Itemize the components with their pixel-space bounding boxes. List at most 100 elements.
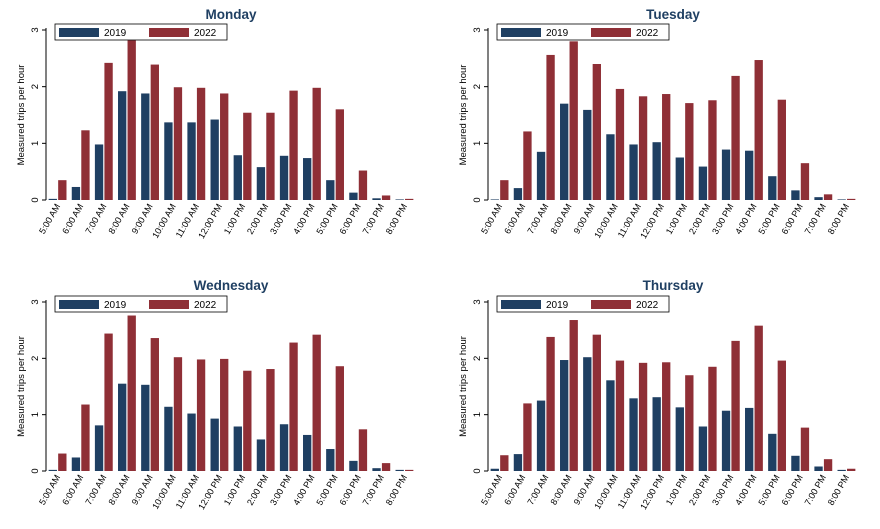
bar-2022-400pm xyxy=(754,60,763,201)
x-tick-label: 4:00 PM xyxy=(291,202,316,236)
bar-2022-100pm xyxy=(685,103,694,200)
legend-swatch-2022 xyxy=(149,300,189,309)
bar-2019-700pm xyxy=(814,197,823,200)
bar-2022-500am xyxy=(58,180,67,200)
bar-2019-800pm xyxy=(837,469,846,471)
legend-swatch-2019 xyxy=(501,300,541,309)
bar-2022-100pm xyxy=(243,370,252,471)
x-tick-label: 2:00 PM xyxy=(245,473,270,507)
x-tick-label: 5:00 PM xyxy=(756,473,781,507)
bar-2019-1000am xyxy=(606,134,615,200)
bar-2022-1000am xyxy=(615,88,625,200)
bar-2022-800am xyxy=(127,40,136,201)
x-tick-label: 3:00 PM xyxy=(268,473,293,507)
legend-label-2022: 2022 xyxy=(194,28,217,39)
bar-2019-600pm xyxy=(791,455,800,471)
legend-swatch-2022 xyxy=(149,28,189,37)
legend-label-2019: 2019 xyxy=(104,300,127,311)
bar-2019-100pm xyxy=(233,155,242,200)
bar-2019-500am xyxy=(48,198,57,200)
bar-2022-200pm xyxy=(708,100,717,200)
chart-title: Thursday xyxy=(643,278,704,293)
bar-2019-500pm xyxy=(768,433,777,471)
x-tick-label: 7:00 AM xyxy=(83,473,108,507)
x-tick-label: 3:00 PM xyxy=(710,473,735,507)
bar-2019-800pm xyxy=(395,199,404,200)
y-tick-label: 2 xyxy=(30,84,41,89)
y-tick-label: 0 xyxy=(30,197,41,202)
bar-2022-700am xyxy=(104,62,113,200)
y-tick-label: 1 xyxy=(472,141,483,146)
bar-2019-900am xyxy=(141,93,150,200)
bar-2019-800am xyxy=(118,383,127,471)
bar-2022-700am xyxy=(546,54,555,200)
bar-2022-500pm xyxy=(777,360,786,471)
bar-2019-1200pm xyxy=(210,119,219,200)
x-tick-label: 8:00 PM xyxy=(384,473,409,507)
bar-2022-600am xyxy=(523,403,532,471)
x-tick-label: 2:00 PM xyxy=(245,202,270,236)
bar-2022-300pm xyxy=(289,342,298,471)
y-axis-label: Measured trips per hour xyxy=(16,336,27,437)
legend-label-2022: 2022 xyxy=(636,300,659,311)
bar-2022-400pm xyxy=(312,334,321,471)
bar-2022-400pm xyxy=(312,87,321,200)
bar-2022-200pm xyxy=(266,112,275,200)
bar-2022-1000am xyxy=(615,360,625,471)
x-tick-label: 8:00 AM xyxy=(548,473,573,507)
bar-2019-600am xyxy=(71,457,81,471)
bar-2019-300pm xyxy=(279,424,289,471)
legend-label-2019: 2019 xyxy=(104,28,127,39)
legend-swatch-2019 xyxy=(59,300,99,309)
x-tick-label: 8:00 AM xyxy=(548,202,573,236)
bar-2022-500pm xyxy=(777,99,786,200)
bar-2019-700am xyxy=(94,425,104,471)
bar-2022-700am xyxy=(104,333,113,471)
chart-panel-monday: Monday Measured trips per hour 0 1 2 3 5:00 AM… xyxy=(16,7,414,240)
bar-2019-800am xyxy=(560,360,569,471)
bar-2019-300pm xyxy=(721,410,731,471)
bar-2019-400pm xyxy=(745,407,754,471)
bar-2019-200pm xyxy=(698,426,708,471)
legend-label-2022: 2022 xyxy=(636,28,659,39)
x-tick-label: 9:00 AM xyxy=(572,202,597,236)
bar-2022-600am xyxy=(81,130,90,200)
bar-2019-700am xyxy=(94,144,104,200)
x-tick-label: 2:00 PM xyxy=(687,202,712,236)
bar-2022-600pm xyxy=(358,429,368,471)
x-tick-label: 8:00 PM xyxy=(826,202,851,236)
y-tick-label: 1 xyxy=(30,141,41,146)
bar-2019-400pm xyxy=(303,434,312,471)
y-tick-label: 0 xyxy=(30,468,41,473)
bar-2022-1200pm xyxy=(662,94,671,200)
bar-2019-1200pm xyxy=(652,397,661,471)
bar-2019-700pm xyxy=(814,466,823,471)
x-tick-label: 9:00 AM xyxy=(130,202,155,236)
x-tick-label: 5:00 AM xyxy=(479,473,504,507)
chart-panel-wednesday: Wednesday Measured trips per hour 0 1 2 3 5:00… xyxy=(16,278,414,511)
x-tick-label: 6:00 AM xyxy=(60,473,85,507)
chart-panel-tuesday: Tuesday Measured trips per hour 0 1 2 3 5:00 A… xyxy=(458,7,856,240)
legend-swatch-2019 xyxy=(59,28,99,37)
bar-2022-700am xyxy=(546,336,555,471)
bar-2019-1100am xyxy=(187,413,196,471)
y-axis-label: Measured trips per hour xyxy=(458,65,469,166)
bar-2022-100pm xyxy=(685,375,694,471)
bar-2019-500pm xyxy=(768,176,777,200)
bar-2019-900am xyxy=(141,384,150,471)
bar-2022-800pm xyxy=(405,198,414,200)
bar-2019-600pm xyxy=(349,192,358,200)
bar-2019-1000am xyxy=(606,380,615,471)
bar-2019-200pm xyxy=(256,439,266,471)
bar-2022-700pm xyxy=(823,194,833,200)
bar-2019-800am xyxy=(560,103,569,200)
legend-label-2019: 2019 xyxy=(546,28,569,39)
bar-2019-1100am xyxy=(629,398,638,471)
x-tick-label: 9:00 AM xyxy=(130,473,155,507)
y-tick-label: 1 xyxy=(472,412,483,417)
bar-2019-500pm xyxy=(326,180,335,200)
bar-2022-1200pm xyxy=(662,362,671,471)
bar-2019-800pm xyxy=(395,469,404,471)
x-tick-label: 1:00 PM xyxy=(664,202,689,236)
y-tick-label: 3 xyxy=(30,299,41,304)
